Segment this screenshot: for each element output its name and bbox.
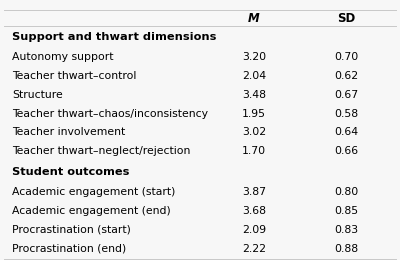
Text: Structure: Structure (12, 90, 63, 100)
Text: Procrastination (start): Procrastination (start) (12, 225, 131, 235)
Text: 0.70: 0.70 (334, 52, 358, 62)
Text: 0.85: 0.85 (334, 206, 358, 216)
Text: 1.95: 1.95 (242, 109, 266, 119)
Text: Procrastination (end): Procrastination (end) (12, 244, 126, 253)
Text: Teacher thwart–chaos/inconsistency: Teacher thwart–chaos/inconsistency (12, 109, 208, 119)
Text: 3.68: 3.68 (242, 206, 266, 216)
Text: Teacher thwart–neglect/rejection: Teacher thwart–neglect/rejection (12, 146, 190, 156)
Text: Teacher involvement: Teacher involvement (12, 127, 125, 137)
Text: 0.88: 0.88 (334, 244, 358, 253)
Text: 2.09: 2.09 (242, 225, 266, 235)
Text: 2.22: 2.22 (242, 244, 266, 253)
Text: Autonomy support: Autonomy support (12, 52, 114, 62)
Text: Academic engagement (start): Academic engagement (start) (12, 187, 175, 197)
Text: Teacher thwart–control: Teacher thwart–control (12, 71, 136, 81)
Text: 0.66: 0.66 (334, 146, 358, 156)
Text: M: M (248, 12, 260, 25)
Text: 2.04: 2.04 (242, 71, 266, 81)
Text: 3.02: 3.02 (242, 127, 266, 137)
Text: Student outcomes: Student outcomes (12, 167, 129, 177)
Text: 3.20: 3.20 (242, 52, 266, 62)
Text: 0.64: 0.64 (334, 127, 358, 137)
Text: 3.87: 3.87 (242, 187, 266, 197)
Text: SD: SD (337, 12, 355, 25)
Text: Academic engagement (end): Academic engagement (end) (12, 206, 171, 216)
Text: 0.67: 0.67 (334, 90, 358, 100)
Text: Support and thwart dimensions: Support and thwart dimensions (12, 32, 216, 42)
Text: 0.80: 0.80 (334, 187, 358, 197)
Text: 0.62: 0.62 (334, 71, 358, 81)
Text: 0.83: 0.83 (334, 225, 358, 235)
Text: 3.48: 3.48 (242, 90, 266, 100)
Text: 1.70: 1.70 (242, 146, 266, 156)
Text: 0.58: 0.58 (334, 109, 358, 119)
